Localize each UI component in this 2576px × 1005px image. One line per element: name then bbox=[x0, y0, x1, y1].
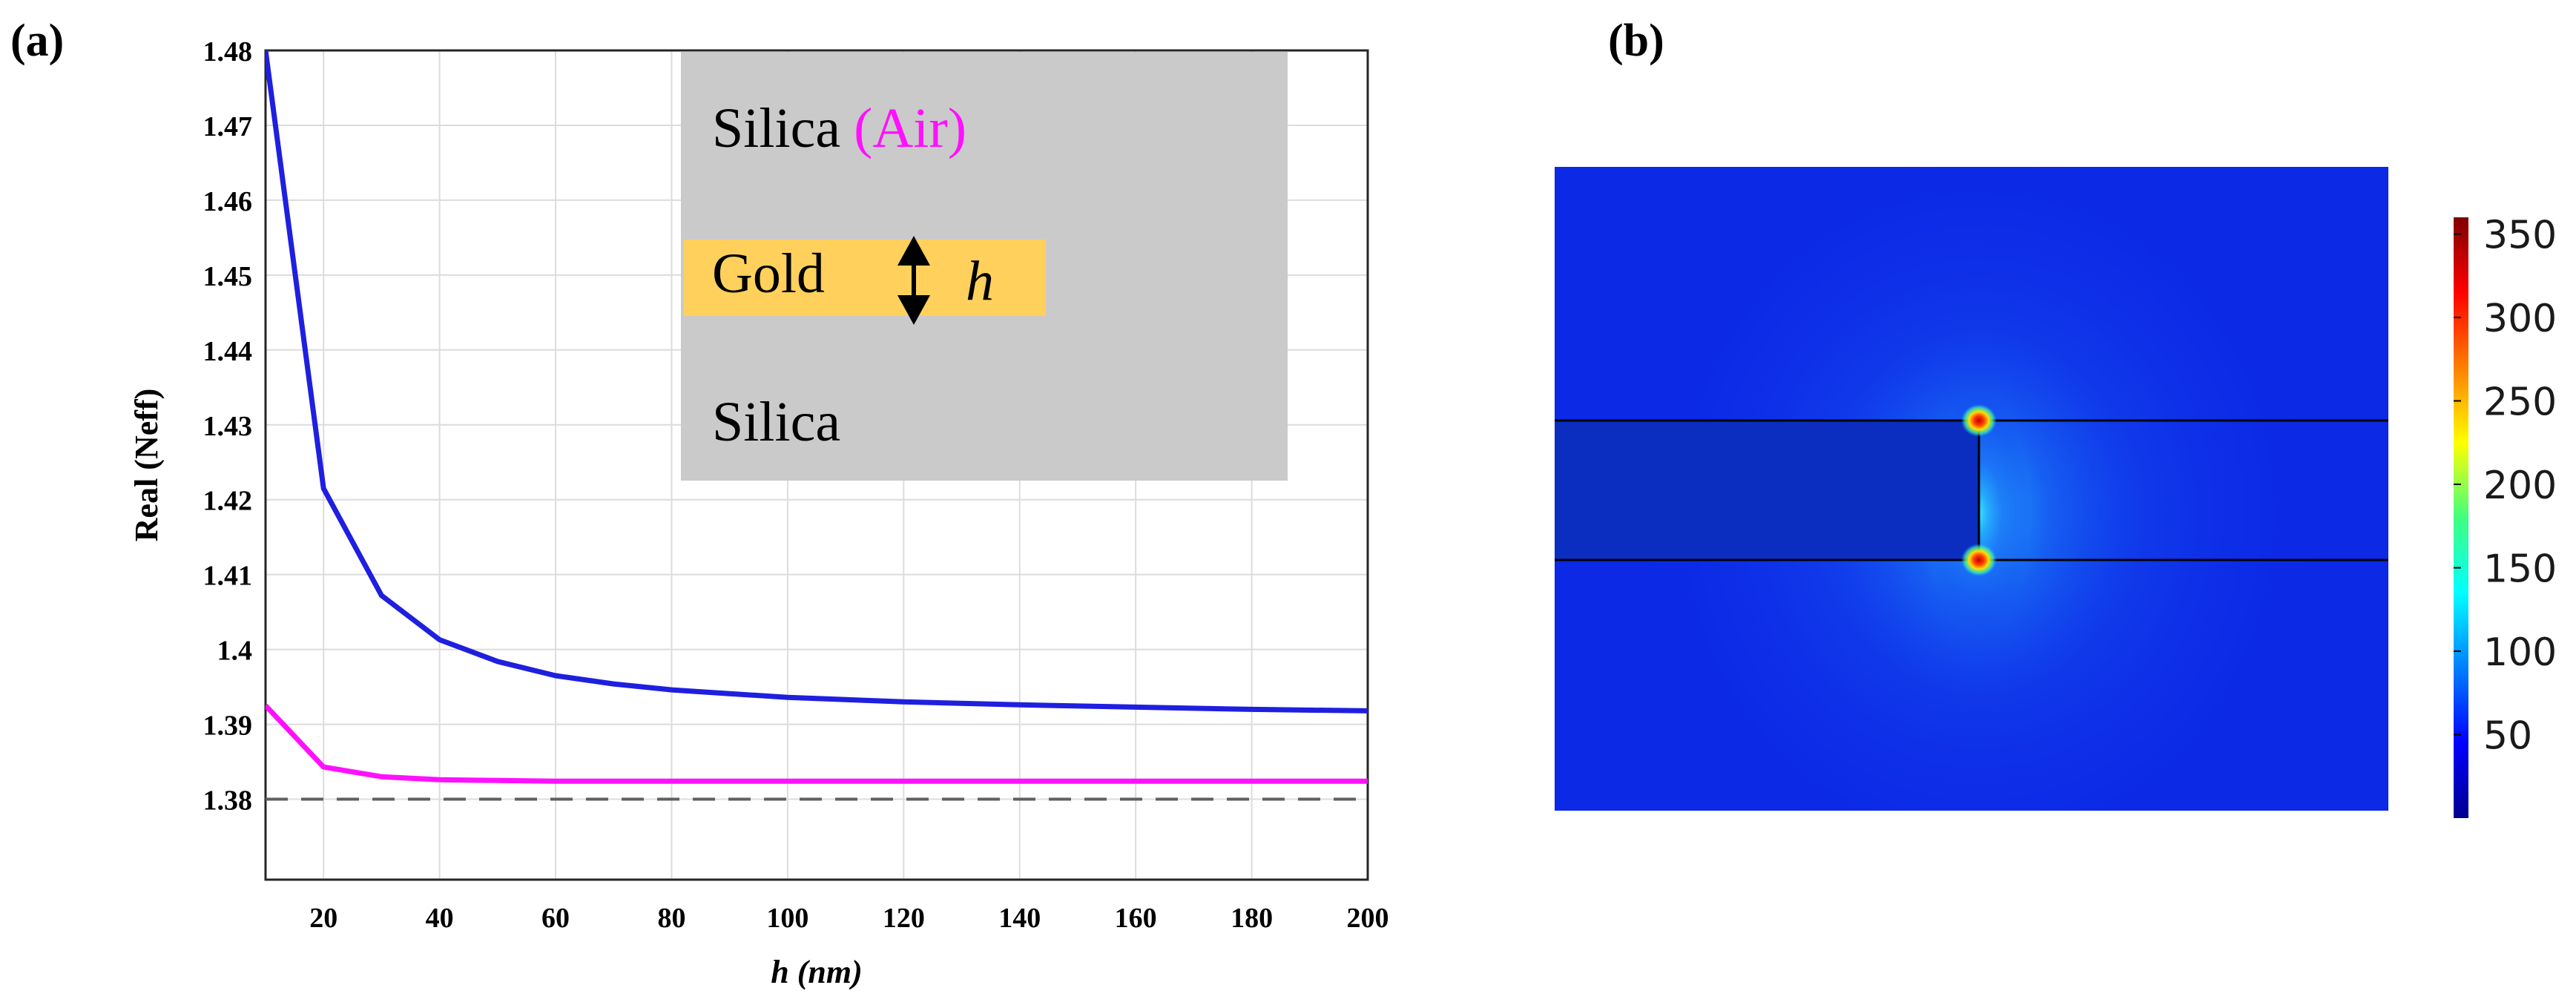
panel-b-label: (b) bbox=[1608, 16, 1664, 66]
x-tick-label: 140 bbox=[998, 903, 1041, 934]
gold-strip-region bbox=[1555, 421, 1979, 560]
series-line-air bbox=[266, 703, 1368, 784]
colorbar-tick-label: 50 bbox=[2483, 714, 2532, 759]
colorbar-tick-label: 350 bbox=[2483, 214, 2557, 258]
x-axis-label: h (nm) bbox=[771, 954, 862, 990]
x-tick-label: 100 bbox=[766, 903, 808, 934]
x-tick-label: 180 bbox=[1231, 903, 1273, 934]
plot-frame bbox=[264, 49, 1369, 881]
y-tick-label: 1.42 bbox=[203, 486, 253, 517]
x-tick-label: 200 bbox=[1347, 903, 1389, 934]
y-tick-label: 1.38 bbox=[203, 785, 253, 817]
structure-inset: Silica (Air) Gold h Silica bbox=[681, 52, 1288, 481]
y-tick-label: 1.43 bbox=[203, 411, 253, 442]
colorbar-tick-label: 300 bbox=[2483, 297, 2557, 341]
inset-top-label-silica: Silica bbox=[712, 97, 840, 159]
gold-layer bbox=[684, 240, 1046, 316]
y-tick-label: 1.47 bbox=[203, 111, 253, 142]
y-tick-labels: 1.38 1.39 1.4 1.41 1.42 1.43 1.44 1.45 1.46 1.47 1… bbox=[203, 36, 253, 817]
colorbar: 50 100 150 200 250 300 350 bbox=[2454, 214, 2557, 818]
inset-bottom-label: Silica bbox=[712, 391, 840, 453]
inset-thickness-symbol: h bbox=[966, 250, 994, 312]
x-tick-label: 120 bbox=[883, 903, 925, 934]
x-tick-labels: 20 40 60 80 100 120 140 160 180 200 bbox=[309, 903, 1389, 934]
colorbar-tick-label: 100 bbox=[2483, 630, 2557, 675]
series-line-silica bbox=[266, 50, 1368, 714]
x-tick-label: 60 bbox=[541, 903, 570, 934]
x-tick-label: 80 bbox=[657, 903, 685, 934]
y-tick-label: 1.41 bbox=[203, 561, 253, 592]
thickness-arrow-icon bbox=[897, 236, 930, 325]
inset-top-label-air: (Air) bbox=[854, 97, 966, 159]
hotspot-upper bbox=[1961, 404, 1997, 437]
y-axis-label: Real (Neff) bbox=[128, 389, 165, 541]
panel-a-label: (a) bbox=[10, 16, 64, 66]
inset-gold-label: Gold bbox=[712, 243, 825, 305]
inset-top-label: Silica (Air) bbox=[712, 97, 966, 159]
colorbar-gradient bbox=[2454, 217, 2468, 818]
y-tick-label: 1.44 bbox=[203, 336, 253, 367]
y-tick-label: 1.39 bbox=[203, 711, 253, 742]
y-tick-label: 1.46 bbox=[203, 186, 253, 217]
field-map bbox=[1555, 167, 2388, 811]
y-tick-label: 1.45 bbox=[203, 261, 253, 292]
y-tick-label: 1.48 bbox=[203, 36, 253, 67]
x-tick-label: 160 bbox=[1115, 903, 1157, 934]
y-tick-label: 1.4 bbox=[217, 636, 253, 667]
x-tick-label: 20 bbox=[309, 903, 337, 934]
colorbar-tick-label: 200 bbox=[2483, 464, 2557, 508]
colorbar-tick-label: 150 bbox=[2483, 547, 2557, 592]
colorbar-ticks: 50 100 150 200 250 300 350 bbox=[2454, 214, 2557, 759]
hotspot-lower bbox=[1961, 544, 1997, 576]
colorbar-tick-label: 250 bbox=[2483, 380, 2557, 425]
x-tick-label: 40 bbox=[426, 903, 454, 934]
